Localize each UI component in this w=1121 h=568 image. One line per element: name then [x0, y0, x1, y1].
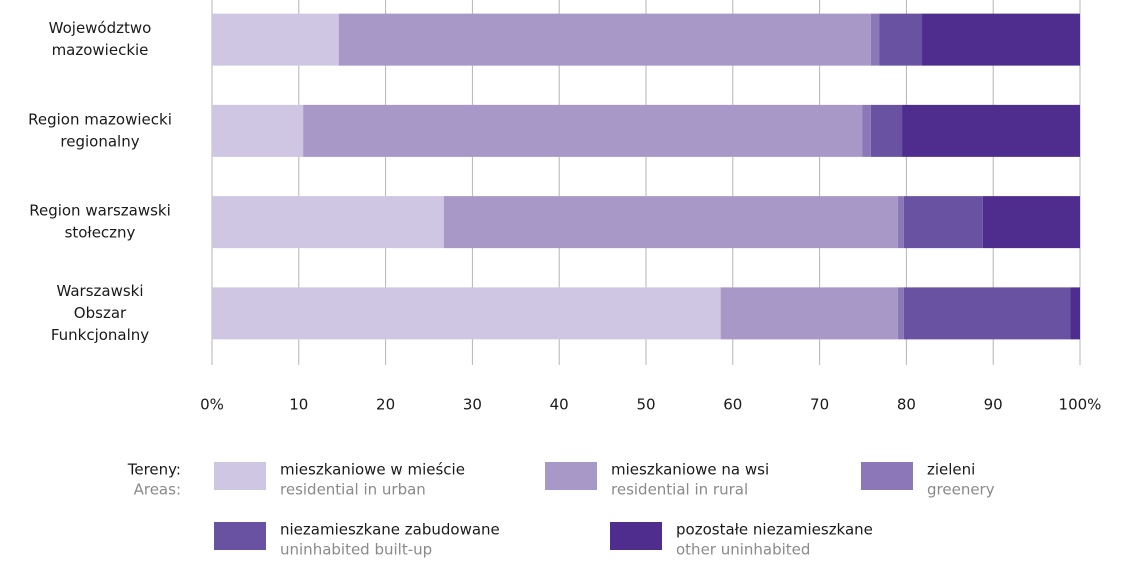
- legend-swatch: [214, 462, 266, 490]
- bar-segment: [212, 104, 304, 157]
- legend-swatch: [545, 462, 597, 490]
- y-tick-label: Funkcjonalny: [51, 326, 149, 344]
- bar-segment: [1070, 287, 1080, 340]
- legend-label: niezamieszkane zabudowane: [280, 521, 500, 539]
- legend-label-en: greenery: [927, 481, 995, 499]
- bar-segment: [897, 196, 904, 249]
- y-tick-label: Województwo: [49, 19, 152, 37]
- legend-label: zieleni: [927, 461, 975, 479]
- legend-swatch: [610, 522, 662, 550]
- x-tick-label: 30: [463, 396, 482, 414]
- y-tick-label: regionalny: [60, 132, 139, 150]
- y-tick-label: Region warszawski: [29, 202, 171, 220]
- bar-segment: [303, 104, 863, 157]
- y-tick-label: Obszar: [74, 304, 127, 322]
- legend-label-en: residential in urban: [280, 481, 426, 499]
- x-tick-label: 50: [636, 396, 655, 414]
- legend-label-en: other uninhabited: [676, 541, 810, 559]
- x-tick-label: 0%: [200, 396, 224, 414]
- x-tick-label: 90: [984, 396, 1003, 414]
- x-tick-label: 80: [897, 396, 916, 414]
- bar-segment: [902, 104, 1080, 157]
- bar-segment: [720, 287, 898, 340]
- bar-segment: [903, 287, 1071, 340]
- x-tick-label: 10: [289, 396, 308, 414]
- legend-label-en: residential in rural: [611, 481, 748, 499]
- legend-label-en: uninhabited built-up: [280, 541, 432, 559]
- y-tick-label: stołeczny: [65, 224, 136, 242]
- legend-label: pozostałe niezamieszkane: [676, 521, 873, 539]
- legend-label: mieszkaniowe na wsi: [611, 461, 769, 479]
- bar-segment: [212, 13, 339, 66]
- x-tick-label: 40: [550, 396, 569, 414]
- y-tick-label: Warszawski: [56, 282, 143, 300]
- legend-swatch: [861, 462, 913, 490]
- bar-segment: [897, 287, 904, 340]
- bar-segment: [443, 196, 898, 249]
- x-tick-label: 60: [723, 396, 742, 414]
- bar-segment: [879, 13, 923, 66]
- legend-title: Tereny:: [127, 461, 181, 479]
- y-tick-label: Region mazowiecki: [28, 110, 172, 128]
- x-tick-label: 100%: [1059, 396, 1102, 414]
- bar-segment: [903, 196, 983, 249]
- legend-title-en: Areas:: [134, 481, 181, 499]
- bar-segment: [862, 104, 871, 157]
- bar-segment: [870, 104, 903, 157]
- bar-segment: [212, 287, 721, 340]
- legend-label: mieszkaniowe w mieście: [280, 461, 465, 479]
- bar-segment: [338, 13, 871, 66]
- x-tick-label: 20: [376, 396, 395, 414]
- x-tick-label: 70: [810, 396, 829, 414]
- bar-segment: [870, 13, 880, 66]
- bar-segment: [922, 13, 1080, 66]
- legend-swatch: [214, 522, 266, 550]
- y-tick-label: mazowieckie: [52, 41, 149, 59]
- bar-segment: [982, 196, 1080, 249]
- bar-segment: [212, 196, 444, 249]
